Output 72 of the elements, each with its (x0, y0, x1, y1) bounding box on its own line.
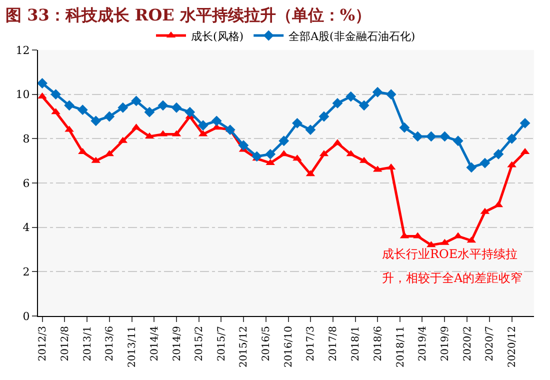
annotation: 成长行业ROE水平持续拉 (382, 247, 518, 261)
point (198, 120, 208, 131)
point (372, 86, 383, 98)
point (64, 100, 74, 111)
point (265, 148, 276, 160)
legend-label: 全部A股(非金融石油石化) (288, 30, 416, 43)
point (480, 158, 490, 168)
x-tick-label: 2013/6 (104, 326, 116, 362)
point (238, 140, 249, 151)
x-tick-label: 2017/8 (328, 326, 340, 362)
point (399, 122, 410, 133)
x-tick-label: 2013/11 (127, 326, 138, 368)
point (386, 89, 396, 100)
x-tick-label: 2015/2 (194, 326, 206, 362)
point (118, 102, 128, 113)
point (332, 98, 343, 108)
point (440, 131, 450, 142)
x-tick-label: 2019/4 (417, 326, 428, 362)
point (38, 78, 48, 88)
point (426, 131, 436, 142)
y-tick-label: 8 (22, 132, 30, 146)
point (493, 148, 504, 160)
x-tick-label: 2015/7 (216, 326, 228, 362)
point (184, 106, 196, 118)
point (158, 100, 168, 111)
x-tick-label: 2014/9 (172, 326, 183, 362)
y-tick-label: 6 (22, 176, 30, 190)
y-tick-label: 10 (16, 88, 30, 102)
annotation: 升，相较于全A的差距收窄 (382, 271, 523, 285)
point (318, 111, 330, 122)
y-tick-label: 0 (22, 310, 30, 323)
x-tick-label: 2018/6 (372, 326, 384, 362)
point (252, 151, 262, 162)
x-tick-label: 2018/11 (395, 326, 406, 368)
point (292, 118, 302, 128)
point (305, 124, 316, 135)
x-tick-label: 2012/3 (38, 326, 49, 362)
point (358, 100, 370, 111)
x-tick-label: 2020/2 (462, 326, 474, 362)
point (77, 104, 88, 116)
y-tick-label: 2 (22, 266, 30, 279)
x-tick-label: 2016/10 (284, 326, 295, 368)
x-tick-label: 2020/7 (484, 326, 496, 362)
x-tick-label: 2017/3 (306, 326, 317, 362)
point (466, 162, 477, 173)
legend-label: 成长(风格) (191, 30, 244, 43)
y-tick-label: 4 (22, 221, 30, 234)
x-tick-label: 2018/1 (350, 326, 362, 362)
point (144, 106, 155, 118)
y-tick-label: 12 (16, 44, 30, 57)
point (346, 91, 356, 102)
point (452, 136, 464, 146)
point (38, 92, 47, 99)
x-tick-label: 2012/8 (60, 326, 71, 362)
point (211, 116, 222, 126)
point (104, 111, 115, 122)
point (224, 124, 236, 135)
point (171, 102, 182, 113)
point (278, 136, 290, 146)
chart-title: 图 33：科技成长 ROE 水平持续拉升（单位：%） (6, 6, 372, 25)
x-tick-label: 2019/9 (440, 326, 451, 362)
x-tick-label: 2020/12 (507, 326, 518, 368)
point (520, 118, 530, 128)
point (412, 131, 423, 142)
x-tick-label: 2015/12 (238, 326, 250, 368)
point (90, 116, 102, 126)
point (131, 96, 142, 106)
point (506, 133, 518, 144)
x-tick-label: 2014/4 (149, 326, 160, 362)
x-tick-label: 2013/1 (82, 326, 94, 362)
point (50, 89, 61, 100)
x-tick-label: 2016/5 (261, 326, 272, 362)
